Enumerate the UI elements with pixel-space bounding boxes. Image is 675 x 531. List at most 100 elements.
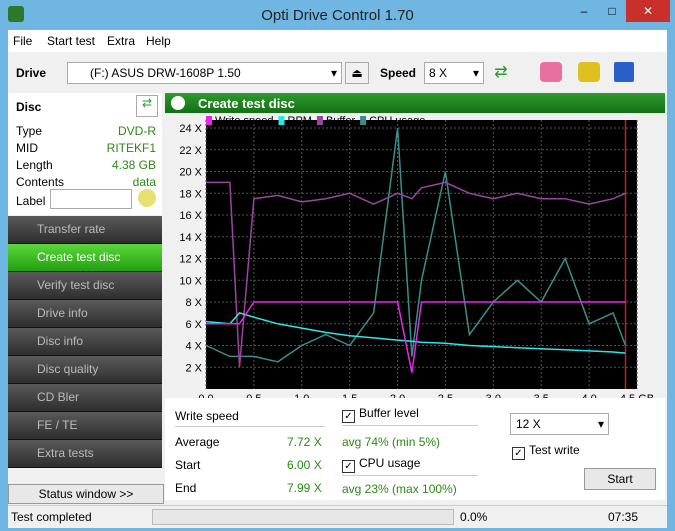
stat-label: Start — [175, 458, 201, 472]
save-button[interactable] — [614, 62, 634, 82]
window-title: Opti Drive Control 1.70 — [261, 7, 414, 24]
y-tick-label: 14 X — [179, 232, 202, 244]
menu-item[interactable]: Extra — [107, 34, 136, 48]
legend-swatch — [278, 116, 285, 125]
label-button[interactable] — [138, 189, 156, 207]
y-tick-label: 4 X — [185, 341, 202, 353]
legend-label: CPU usage — [369, 115, 425, 127]
x-tick-label: 2.5 — [438, 393, 453, 398]
minimize[interactable]: – — [580, 4, 588, 18]
drive-label: Drive — [16, 66, 47, 80]
stat-label: End — [175, 481, 197, 495]
drive-select[interactable]: (F:) ASUS DRW-1608P 1.50 ▾ — [67, 62, 342, 84]
series-line — [205, 312, 626, 354]
progress-text: 0.0% — [460, 510, 488, 524]
erase-button[interactable] — [540, 62, 562, 82]
y-tick-label: 16 X — [179, 210, 202, 222]
nav-item[interactable]: Create test disc — [8, 244, 162, 272]
nav-label: Create test disc — [37, 250, 121, 264]
speed-value: 8 X — [429, 66, 448, 80]
disc-value: DVD-R — [118, 124, 156, 138]
nav-item[interactable]: FE / TE — [8, 412, 162, 440]
x-tick-label: 0.5 — [246, 393, 261, 398]
nav-item[interactable]: Drive info — [8, 300, 162, 328]
stat-value: 7.99 X — [287, 481, 322, 495]
write-speed-heading: Write speed — [175, 409, 239, 423]
x-tick-label: 3.5 — [534, 393, 549, 398]
nav-label: Verify test disc — [37, 278, 115, 292]
y-tick-label: 6 X — [185, 319, 202, 331]
series-line — [205, 127, 627, 363]
menu-item[interactable]: File — [13, 34, 33, 48]
y-tick-label: 12 X — [179, 254, 202, 266]
status-window-button[interactable]: Status window >> — [8, 484, 164, 504]
time: 07:35 — [608, 510, 639, 524]
y-tick-label: 18 X — [179, 188, 202, 200]
x-tick-label: 0.0 — [198, 393, 213, 398]
menu-bar: File Start test Extra Help — [8, 30, 667, 52]
panel-title: Create test disc — [198, 96, 295, 111]
nav-label: FE / TE — [37, 418, 78, 432]
speed-label: Speed — [380, 66, 417, 80]
y-tick-label: 24 X — [179, 123, 202, 135]
buffer-level-label: Buffer level — [359, 406, 419, 420]
label-input[interactable] — [50, 189, 132, 209]
test-write-checkbox[interactable]: ✓ Test write — [512, 443, 580, 460]
disc-value: RITEKF1 — [106, 141, 156, 155]
stat-value: 7.72 X — [287, 435, 322, 449]
stat-label: Average — [175, 435, 220, 449]
nav-label: Extra tests — [37, 446, 94, 460]
buffer-stats: avg 74% (min 5%) — [342, 435, 441, 449]
status-message: Test completed — [11, 510, 92, 524]
disc-field: Type — [16, 124, 43, 138]
menu-item[interactable]: Start test — [47, 34, 96, 48]
maximize[interactable]: □ — [608, 4, 616, 18]
speed-select[interactable]: 8 X ▾ — [424, 62, 484, 84]
menu-item[interactable]: Help — [146, 34, 171, 48]
nav-item[interactable]: Verify test disc — [8, 272, 162, 300]
nav-label: Transfer rate — [37, 222, 106, 236]
nav-item[interactable]: Disc info — [8, 328, 162, 356]
legend-swatch — [206, 116, 212, 125]
start-button[interactable]: Start — [584, 468, 656, 490]
panel-icon — [171, 96, 185, 110]
legend-label: RPM — [288, 115, 312, 127]
disc-header: Disc — [16, 100, 42, 114]
legend-label: Write speed — [215, 115, 274, 127]
stat-value: 6.00 X — [287, 458, 322, 472]
nav-item[interactable]: CD Bler — [8, 384, 162, 412]
results-panel: Write speed Average 7.72 X Start 6.00 X End 7… — [165, 398, 665, 500]
status-bar: Test completed 0.0% 07:35 — [8, 505, 667, 528]
x-tick-label: 4.5 GB — [620, 393, 654, 398]
legend-swatch — [316, 116, 323, 125]
x-tick-label: 1.5 — [342, 393, 357, 398]
nav-item[interactable]: Transfer rate — [8, 216, 162, 244]
refresh-button[interactable]: ⇄ — [494, 64, 508, 81]
disc-value: data — [132, 175, 156, 189]
x-tick-label: 3.0 — [486, 393, 501, 398]
cpu-usage-label: CPU usage — [359, 456, 421, 470]
test-write-label: Test write — [529, 443, 580, 457]
buffer-level-checkbox[interactable]: ✓ Buffer level — [342, 406, 419, 423]
cpu-stats: avg 23% (max 100%) — [342, 482, 457, 496]
disc-field: Length — [16, 158, 53, 172]
y-tick-label: 20 X — [179, 167, 202, 179]
eject-button[interactable]: ⏏ — [345, 62, 369, 84]
y-tick-label: 22 X — [179, 145, 202, 157]
nav-item[interactable]: Extra tests — [8, 440, 162, 468]
y-tick-label: 2 X — [185, 362, 202, 374]
app-icon — [8, 6, 24, 22]
progress-bar — [152, 509, 454, 525]
disc-refresh[interactable]: ⇄ — [136, 95, 158, 117]
nav-item[interactable]: Disc quality — [8, 356, 162, 384]
label-caption: Label — [16, 194, 46, 208]
close[interactable]: ✕ — [626, 0, 670, 22]
cpu-usage-checkbox[interactable]: ✓ CPU usage — [342, 456, 420, 473]
test-speed-select[interactable]: 12 X ▾ — [510, 413, 609, 435]
x-tick-label: 1.0 — [294, 393, 309, 398]
test-speed-value: 12 X — [516, 417, 541, 431]
x-tick-label: 2.0 — [390, 393, 405, 398]
disc-field: Contents — [16, 175, 65, 189]
settings-button[interactable] — [578, 62, 600, 82]
